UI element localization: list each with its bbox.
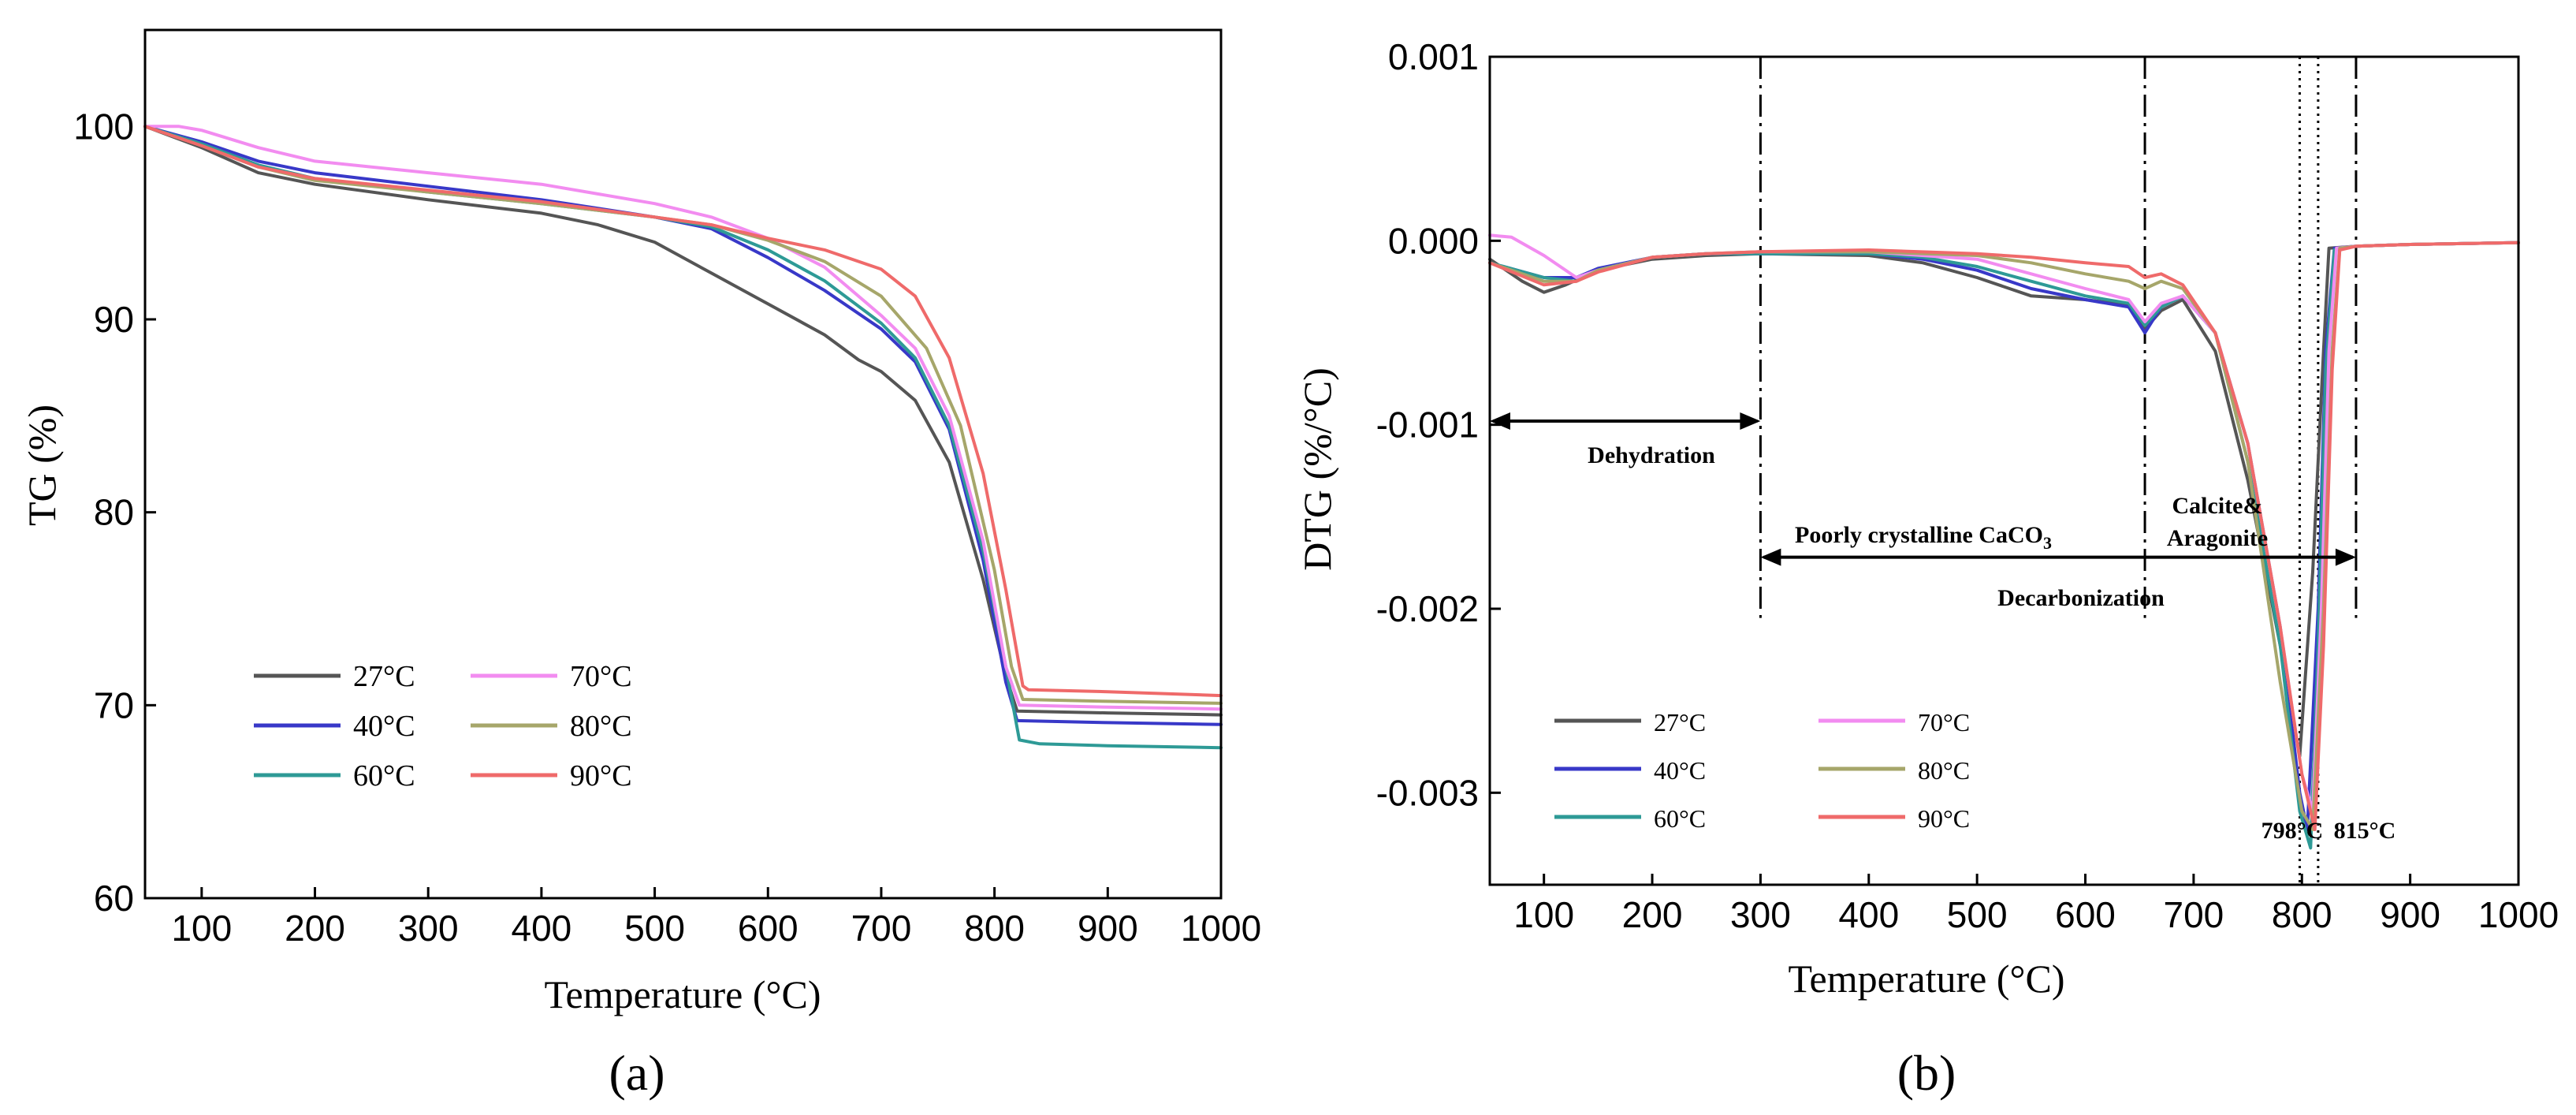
a-ytick-label: 90: [94, 299, 134, 340]
a-legend-label-40: 40°C: [353, 710, 415, 743]
b-xtick-label: 800: [2272, 894, 2332, 935]
chart-a-ylabel: TG (%): [20, 405, 64, 526]
annotation-calcite: Calcite&: [2172, 493, 2263, 519]
chart-a-legend: 27°C 40°C 60°C 70°C 80°C 90°C: [254, 660, 632, 792]
a-xtick-label: 700: [851, 908, 912, 949]
a-xtick-label: 100: [171, 908, 232, 949]
a-xtick-label: 300: [398, 908, 459, 949]
a-series-line-90: [143, 125, 1223, 698]
annotation-poorly-crystalline-text: Poorly crystalline CaCO: [1795, 522, 2043, 548]
b-xtick-label: 700: [2164, 894, 2224, 935]
a-ytick-label: 100: [73, 106, 134, 147]
b-ytick-label: 0.000: [1388, 220, 1479, 261]
b-arrow-head-right: [2335, 548, 2356, 566]
b-xtick-label: 300: [1730, 894, 1791, 935]
b-xtick-label: 1000: [2478, 894, 2559, 935]
chart-b: 100 200 300 400 500 600 700 800 900 1000 0.001 0.00…: [1295, 36, 2559, 1101]
b-xtick-label: 900: [2380, 894, 2440, 935]
b-ytick-label: -0.003: [1376, 772, 1479, 813]
chart-b-region-lines: [1759, 57, 2358, 885]
a-xtick-label: 500: [624, 908, 685, 949]
annotation-peak-798: 798°C: [2261, 818, 2324, 844]
b-xtick-label: 400: [1838, 894, 1899, 935]
a-xtick-label: 600: [738, 908, 798, 949]
a-legend-label-27: 27°C: [353, 660, 415, 693]
a-series-line-40: [143, 125, 1223, 726]
b-legend-label-40: 40°C: [1654, 756, 1706, 785]
b-legend-label-70: 70°C: [1918, 708, 1970, 736]
b-xtick-label: 200: [1622, 894, 1683, 935]
annotation-poorly-crystalline: Poorly crystalline CaCO3: [1795, 522, 2052, 553]
chart-b-ylabel: DTG (%/°C): [1295, 367, 1339, 570]
chart-b-arrows: [1490, 412, 2356, 566]
b-legend-label-27: 27°C: [1654, 708, 1706, 736]
annotation-poorly-crystalline-sub: 3: [2043, 533, 2052, 553]
a-legend-label-90: 90°C: [570, 759, 632, 792]
a-series-line-80: [143, 125, 1223, 705]
a-xtick-label: 1000: [1181, 908, 1261, 949]
a-ytick-label: 80: [94, 492, 134, 533]
a-legend-label-70: 70°C: [570, 660, 632, 693]
a-series-line-27: [143, 125, 1223, 717]
chart-b-legend: 27°C 40°C 60°C 70°C 80°C 90°C: [1554, 708, 1970, 833]
b-arrow-head-left: [1760, 548, 1781, 566]
b-legend-label-90: 90°C: [1918, 804, 1970, 833]
panel-label-b: (b): [1897, 1045, 1956, 1101]
chart-a: 100 200 300 400 500 600 700 800 900 1000 60 70 80 90 1…: [20, 28, 1261, 1101]
chart-b-xlabel: Temperature (°C): [1788, 957, 2064, 1001]
b-ytick-label: -0.002: [1376, 588, 1479, 629]
annotation-dehydration: Dehydration: [1588, 442, 1715, 468]
b-arrow-head-right: [1740, 412, 1761, 430]
a-legend-label-80: 80°C: [570, 710, 632, 743]
a-series-line-70: [143, 125, 1223, 711]
annotation-decarbonization: Decarbonization: [1997, 585, 2165, 611]
b-arrow-head-left: [1490, 412, 1510, 430]
b-series-line-90: [1488, 241, 2520, 831]
b-ytick-label: 0.001: [1388, 36, 1479, 77]
b-xtick-label: 100: [1513, 894, 1574, 935]
a-xtick-label: 200: [285, 908, 345, 949]
panel-label-a: (a): [609, 1045, 664, 1101]
b-legend-label-80: 80°C: [1918, 756, 1970, 785]
b-ytick-label: -0.001: [1376, 405, 1479, 446]
a-xtick-label: 900: [1078, 908, 1138, 949]
chart-a-xlabel: Temperature (°C): [544, 972, 821, 1016]
chart-b-frame: [1488, 55, 2520, 886]
a-legend-label-60: 60°C: [353, 759, 415, 792]
a-xtick-label: 800: [964, 908, 1025, 949]
b-series-line-27: [1488, 241, 2520, 758]
annotation-aragonite: Aragonite: [2167, 525, 2268, 551]
a-ytick-label: 60: [94, 878, 134, 919]
chart-a-frame: [143, 28, 1223, 900]
b-xtick-label: 500: [1947, 894, 2008, 935]
a-ytick-label: 70: [94, 684, 134, 725]
annotation-peak-815: 815°C: [2334, 818, 2396, 844]
b-xtick-label: 600: [2055, 894, 2116, 935]
a-xtick-label: 400: [512, 908, 572, 949]
b-legend-label-60: 60°C: [1654, 804, 1706, 833]
